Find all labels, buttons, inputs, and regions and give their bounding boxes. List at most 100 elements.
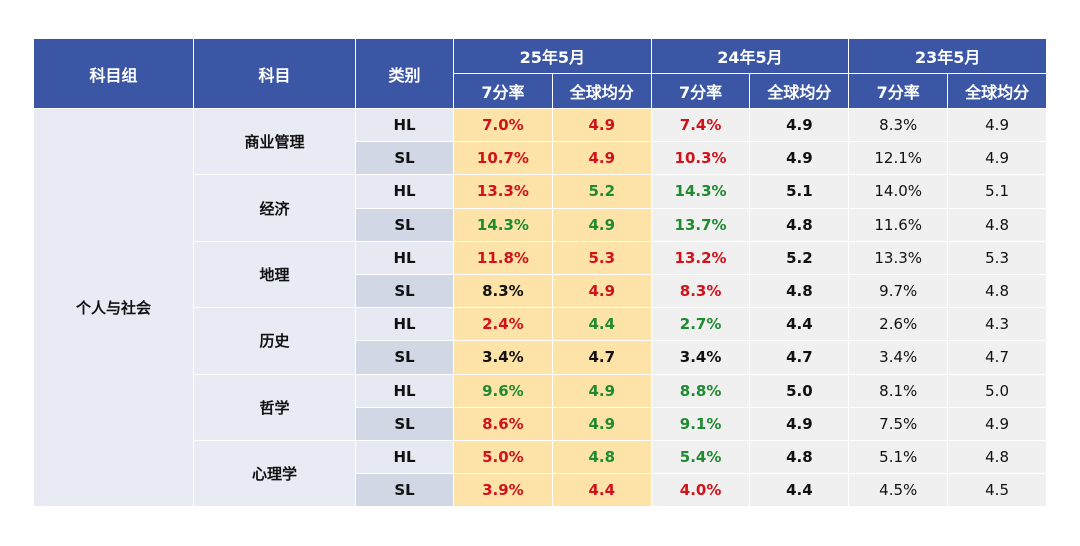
group-cell: 个人与社会 <box>33 107 194 508</box>
avg-score-cell: 4.9 <box>551 273 652 309</box>
level-cell: SL <box>355 340 454 375</box>
rate-cell: 3.4% <box>848 340 949 375</box>
rate-cell: 5.1% <box>848 439 949 475</box>
rate-cell: 10.7% <box>453 141 553 176</box>
header-avg: 全球均分 <box>749 73 850 109</box>
avg-score-cell: 4.8 <box>749 207 850 242</box>
rate-cell: 3.4% <box>650 340 751 375</box>
subject-cell: 历史 <box>193 307 356 375</box>
rate-cell: 2.6% <box>848 307 949 342</box>
avg-score-cell: 4.4 <box>749 473 850 508</box>
rate-cell: 7.0% <box>453 107 553 143</box>
header-subject: 科目 <box>193 38 356 109</box>
rate-cell: 13.3% <box>848 240 949 275</box>
level-cell: SL <box>355 207 454 242</box>
table-row: 历史 HL 2.4% 4.4 2.7% 4.4 2.6% 4.3 <box>34 307 1047 375</box>
avg-score-cell: 5.0 <box>947 373 1047 408</box>
subject-cell: 哲学 <box>193 373 356 441</box>
table-row: SL 8.3% 4.9 8.3% 4.8 9.7% 4.8 <box>34 273 1047 309</box>
rate-cell: 4.0% <box>650 473 751 508</box>
avg-score-cell: 4.7 <box>947 340 1047 375</box>
table-row: 哲学 HL 9.6% 4.9 8.8% 5.0 8.1% 5.0 <box>34 373 1047 441</box>
header-year-2023: 23年5月 <box>848 38 1047 74</box>
level-cell: SL <box>355 473 454 508</box>
header-avg: 全球均分 <box>947 73 1047 109</box>
level-cell: SL <box>355 406 454 441</box>
subject-cell: 经济 <box>193 174 356 242</box>
table-row: SL 8.6% 4.9 9.1% 4.9 7.5% 4.9 <box>34 406 1047 441</box>
avg-score-cell: 5.3 <box>947 240 1047 275</box>
avg-score-cell: 4.4 <box>551 307 652 342</box>
rate-cell: 14.3% <box>650 174 751 209</box>
header-rate: 7分率 <box>650 73 751 109</box>
rate-cell: 8.3% <box>848 107 949 143</box>
header-avg: 全球均分 <box>551 73 652 109</box>
header-level: 类别 <box>355 38 454 109</box>
rate-cell: 8.3% <box>453 273 553 309</box>
rate-cell: 4.5% <box>848 473 949 508</box>
avg-score-cell: 4.4 <box>749 307 850 342</box>
rate-cell: 3.9% <box>453 473 553 508</box>
header-year-2024: 24年5月 <box>650 38 850 74</box>
rate-cell: 8.3% <box>650 273 751 309</box>
avg-score-cell: 4.8 <box>749 439 850 475</box>
table-row: 个人与社会 商业管理 HL 7.0% 4.9 7.4% 4.9 8.3% 4.9 <box>33 107 1047 508</box>
avg-score-cell: 5.0 <box>749 373 850 408</box>
ib-score-table: 科目组 科目 类别 25年5月 24年5月 23年5月 7分率 全球均分 7分率… <box>33 38 1047 508</box>
table-row: 心理学 HL 5.0% 4.8 5.4% 4.8 5.1% 4.8 <box>34 439 1047 508</box>
avg-score-cell: 4.8 <box>947 273 1047 309</box>
rate-cell: 2.7% <box>650 307 751 342</box>
rate-cell: 9.6% <box>453 373 553 408</box>
header-year-2025: 25年5月 <box>453 38 652 74</box>
header-rate: 7分率 <box>848 73 949 109</box>
avg-score-cell: 4.9 <box>551 406 652 441</box>
avg-score-cell: 4.9 <box>749 107 850 143</box>
level-cell: HL <box>355 174 454 209</box>
rate-cell: 8.1% <box>848 373 949 408</box>
rate-cell: 11.6% <box>848 207 949 242</box>
level-cell: SL <box>355 273 454 309</box>
avg-score-cell: 4.9 <box>551 107 652 143</box>
avg-score-cell: 4.9 <box>749 141 850 176</box>
rate-cell: 5.4% <box>650 439 751 475</box>
level-cell: HL <box>355 373 454 408</box>
level-cell: HL <box>355 439 454 475</box>
rate-cell: 8.6% <box>453 406 553 441</box>
table-row: SL 3.4% 4.7 3.4% 4.7 3.4% 4.7 <box>34 340 1047 375</box>
table-row: SL 10.7% 4.9 10.3% 4.9 12.1% 4.9 <box>34 141 1047 176</box>
rate-cell: 14.3% <box>453 207 553 242</box>
avg-score-cell: 4.8 <box>551 439 652 475</box>
rate-cell: 11.8% <box>453 240 553 275</box>
avg-score-cell: 4.9 <box>947 141 1047 176</box>
rate-cell: 5.0% <box>453 439 553 475</box>
table-row: SL 14.3% 4.9 13.7% 4.8 11.6% 4.8 <box>34 207 1047 242</box>
level-cell: HL <box>355 307 454 342</box>
level-cell: SL <box>355 141 454 176</box>
avg-score-cell: 5.2 <box>749 240 850 275</box>
avg-score-cell: 5.3 <box>551 240 652 275</box>
subject-cell: 地理 <box>193 240 356 309</box>
avg-score-cell: 4.9 <box>551 373 652 408</box>
avg-score-cell: 5.2 <box>551 174 652 209</box>
avg-score-cell: 4.8 <box>749 273 850 309</box>
rate-cell: 13.7% <box>650 207 751 242</box>
rate-cell: 8.8% <box>650 373 751 408</box>
avg-score-cell: 4.9 <box>947 107 1047 143</box>
avg-score-cell: 5.1 <box>947 174 1047 209</box>
avg-score-cell: 4.9 <box>551 141 652 176</box>
avg-score-cell: 5.1 <box>749 174 850 209</box>
level-cell: HL <box>355 107 454 143</box>
header-group: 科目组 <box>33 38 194 109</box>
avg-score-cell: 4.8 <box>947 207 1047 242</box>
avg-score-cell: 4.7 <box>551 340 652 375</box>
rate-cell: 7.5% <box>848 406 949 441</box>
table-row: 地理 HL 11.8% 5.3 13.2% 5.2 13.3% 5.3 <box>34 240 1047 309</box>
rate-cell: 10.3% <box>650 141 751 176</box>
subject-cell: 心理学 <box>193 439 356 508</box>
avg-score-cell: 4.9 <box>947 406 1047 441</box>
avg-score-cell: 4.3 <box>947 307 1047 342</box>
table-row: SL 3.9% 4.4 4.0% 4.4 4.5% 4.5 <box>34 473 1047 508</box>
avg-score-cell: 4.5 <box>947 473 1047 508</box>
table-row: 经济 HL 13.3% 5.2 14.3% 5.1 14.0% 5.1 <box>34 174 1047 242</box>
rate-cell: 13.2% <box>650 240 751 275</box>
